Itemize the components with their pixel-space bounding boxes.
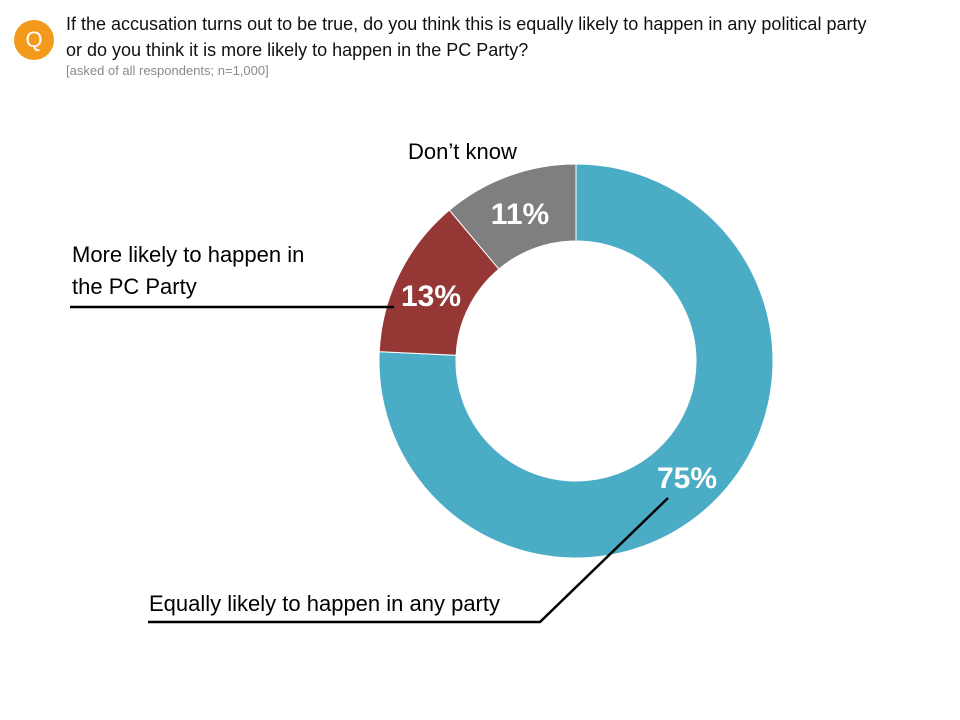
sample-note: [asked of all respondents; n=1,000] [66, 63, 269, 78]
slice-2 [448, 163, 577, 270]
label-leader-lines [70, 305, 669, 624]
donut-slices [378, 163, 774, 559]
value-label-2: 11% [491, 198, 549, 231]
question-badge: Q [14, 20, 54, 60]
question-line-1: If the accusation turns out to be true, … [66, 14, 867, 34]
category-label-1-line-1: the PC Party [72, 274, 197, 299]
slice-value-labels: 75% 13% 11% [401, 198, 717, 495]
question-text: If the accusation turns out to be true, … [66, 11, 956, 63]
category-label-1-line-0: More likely to happen in [72, 242, 304, 267]
value-label-0: 75% [657, 462, 717, 495]
question-line-2: or do you think it is more likely to hap… [66, 40, 529, 60]
value-label-1: 13% [401, 280, 461, 313]
category-label-0-line-0: Equally likely to happen in any party [149, 591, 500, 616]
slice-category-labels: Equally likely to happen in any party Mor… [72, 139, 517, 616]
category-label-2-line-0: Don’t know [408, 139, 517, 164]
slice-0 [378, 163, 774, 559]
leader-line-0 [148, 497, 669, 624]
